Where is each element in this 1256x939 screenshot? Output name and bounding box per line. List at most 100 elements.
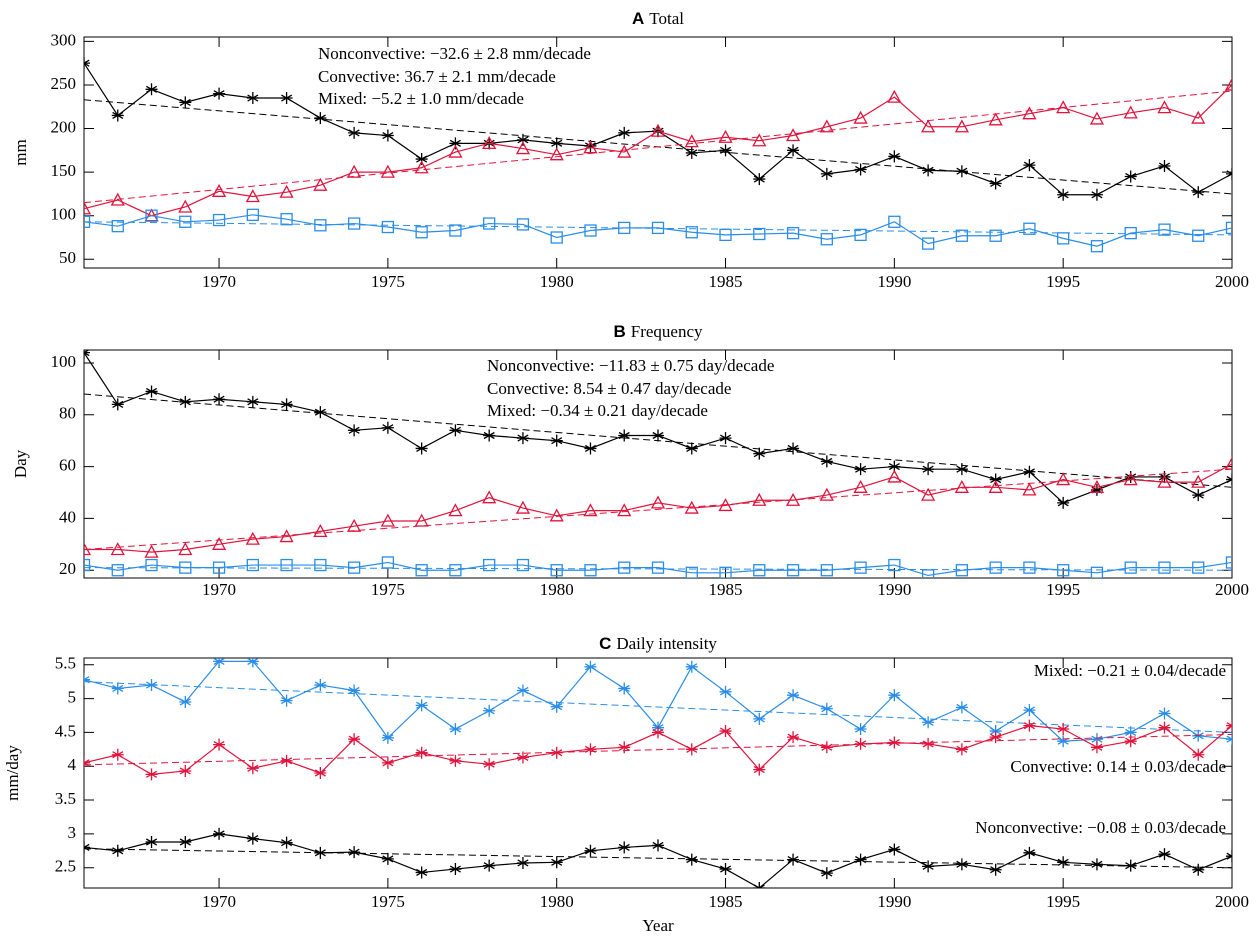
x-tick-label: 1970 bbox=[202, 892, 236, 911]
marker-asterisk bbox=[922, 860, 935, 873]
marker-asterisk bbox=[213, 393, 226, 406]
marker-asterisk bbox=[820, 867, 833, 880]
marker-asterisk bbox=[1192, 863, 1205, 876]
marker-asterisk bbox=[381, 731, 394, 744]
marker-square bbox=[1057, 232, 1070, 245]
marker-triangle bbox=[515, 500, 531, 514]
marker-asterisk bbox=[550, 434, 563, 447]
marker-square bbox=[347, 561, 361, 574]
marker-asterisk bbox=[84, 350, 90, 359]
marker-triangle bbox=[819, 119, 834, 133]
marker-asterisk bbox=[280, 92, 293, 105]
x-tick-label: 1990 bbox=[877, 892, 911, 911]
marker-square bbox=[921, 569, 935, 578]
marker-asterisk bbox=[213, 87, 226, 100]
marker-asterisk bbox=[922, 463, 935, 476]
marker-square bbox=[786, 564, 800, 577]
marker-triangle bbox=[1123, 105, 1138, 119]
x-tick-label: 2000 bbox=[1215, 272, 1249, 291]
marker-asterisk bbox=[1057, 735, 1070, 748]
marker-triangle bbox=[380, 513, 395, 527]
marker-asterisk bbox=[584, 442, 597, 455]
marker-asterisk bbox=[550, 137, 563, 150]
marker-triangle bbox=[684, 134, 699, 148]
marker-square bbox=[1158, 561, 1171, 574]
marker-asterisk bbox=[415, 442, 428, 455]
marker-asterisk bbox=[314, 846, 327, 859]
marker-square bbox=[1124, 561, 1137, 574]
marker-asterisk bbox=[111, 748, 124, 761]
x-tick-label: 1990 bbox=[877, 580, 911, 599]
marker-square bbox=[651, 221, 665, 235]
marker-asterisk bbox=[348, 424, 361, 437]
marker-triangle bbox=[988, 112, 1003, 126]
marker-triangle bbox=[921, 119, 936, 133]
y-tick-label: 5 bbox=[68, 687, 77, 706]
marker-asterisk bbox=[314, 767, 327, 779]
marker-asterisk bbox=[415, 746, 428, 759]
marker-triangle bbox=[650, 495, 666, 509]
marker-triangle bbox=[752, 492, 767, 506]
marker-asterisk bbox=[213, 827, 226, 840]
plot-area bbox=[84, 658, 1232, 888]
y-tick-label: 100 bbox=[51, 205, 77, 224]
marker-square bbox=[415, 226, 428, 239]
marker-asterisk bbox=[1158, 160, 1171, 173]
trend-line bbox=[84, 468, 1232, 550]
marker-asterisk bbox=[381, 421, 394, 434]
marker-triangle bbox=[313, 524, 328, 538]
marker-asterisk bbox=[719, 725, 732, 738]
marker-asterisk bbox=[1090, 858, 1103, 871]
marker-triangle bbox=[279, 184, 294, 198]
marker-asterisk bbox=[955, 701, 968, 714]
marker-asterisk bbox=[415, 153, 428, 166]
y-axis-label: Day bbox=[11, 449, 30, 478]
series-line bbox=[84, 84, 1232, 217]
marker-square bbox=[347, 217, 361, 230]
marker-square bbox=[989, 561, 1002, 574]
marker-triangle bbox=[313, 177, 328, 191]
marker-asterisk bbox=[652, 726, 664, 739]
marker-square bbox=[84, 215, 91, 228]
marker-asterisk bbox=[111, 844, 124, 857]
marker-square bbox=[955, 564, 969, 577]
marker-asterisk bbox=[84, 673, 90, 686]
marker-square bbox=[381, 556, 395, 569]
marker-asterisk bbox=[955, 743, 968, 756]
marker-square bbox=[921, 237, 935, 250]
marker-square bbox=[618, 221, 631, 235]
x-tick-label: 1985 bbox=[709, 892, 743, 911]
marker-triangle bbox=[1022, 106, 1037, 120]
marker-asterisk bbox=[652, 429, 664, 442]
x-tick-label: 1980 bbox=[540, 272, 574, 291]
marker-square bbox=[955, 229, 969, 242]
marker-square bbox=[1057, 564, 1070, 577]
marker-asterisk bbox=[280, 754, 293, 767]
marker-asterisk bbox=[449, 863, 462, 876]
marker-asterisk bbox=[685, 743, 698, 756]
x-tick-label: 2000 bbox=[1215, 580, 1249, 599]
marker-asterisk bbox=[888, 150, 901, 163]
marker-asterisk bbox=[1090, 188, 1103, 201]
marker-asterisk bbox=[449, 424, 462, 437]
marker-square bbox=[1158, 223, 1171, 236]
marker-square bbox=[449, 564, 462, 577]
marker-asterisk bbox=[1158, 707, 1171, 720]
marker-asterisk bbox=[955, 858, 968, 871]
marker-asterisk bbox=[955, 463, 968, 476]
marker-square bbox=[179, 561, 192, 574]
marker-asterisk bbox=[348, 846, 361, 859]
marker-triangle bbox=[583, 140, 598, 154]
marker-asterisk bbox=[145, 836, 158, 848]
marker-asterisk bbox=[1124, 859, 1137, 872]
marker-triangle bbox=[684, 500, 699, 514]
marker-asterisk bbox=[213, 658, 226, 668]
marker-asterisk bbox=[381, 756, 394, 769]
plot-frame bbox=[83, 36, 1233, 269]
marker-triangle bbox=[1224, 77, 1232, 91]
marker-asterisk bbox=[483, 429, 496, 442]
trend-annotation: Mixed: −0.34 ± 0.21 day/decade bbox=[487, 401, 708, 420]
marker-square bbox=[483, 558, 496, 572]
marker-triangle bbox=[1089, 479, 1105, 493]
marker-square bbox=[280, 213, 293, 226]
